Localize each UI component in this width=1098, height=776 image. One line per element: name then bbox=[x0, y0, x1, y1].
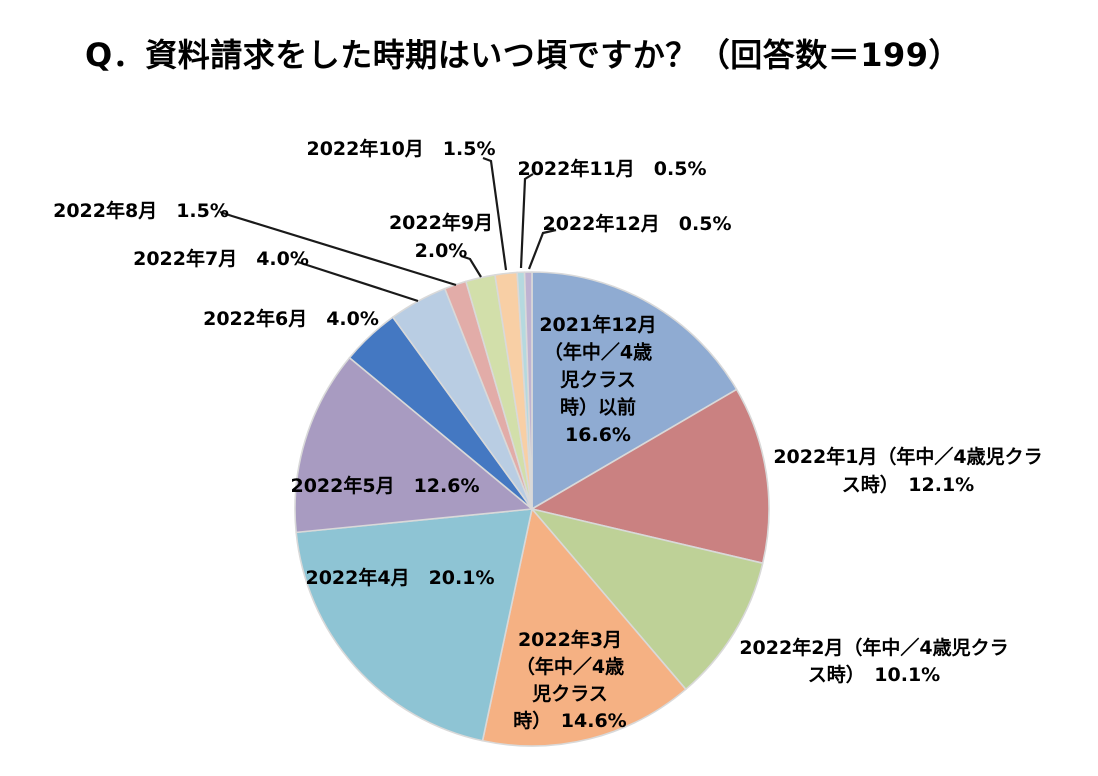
slice-label-9-line-1: 2022年8月 1.5% bbox=[53, 199, 229, 222]
slice-label-8-line-1: 2022年7月 4.0% bbox=[133, 247, 309, 270]
slice-label-1-line-2: （年中／4歳 bbox=[544, 341, 652, 364]
slice-label-3-line-1: 2022年2月（年中／4歳児クラ bbox=[739, 636, 1008, 659]
pie-slice-3 bbox=[531, 508, 764, 691]
slice-label-13-line-1: 2022年12月 0.5% bbox=[542, 212, 731, 235]
pie-slice-13 bbox=[523, 271, 533, 510]
leader-line-12 bbox=[519, 173, 534, 269]
slice-label-4-line-3: 児クラス bbox=[531, 683, 608, 705]
slice-label-3-line-2: ス時） 10.1% bbox=[808, 663, 940, 686]
slice-label-11-line-1: 2022年10月 1.5% bbox=[306, 137, 495, 160]
slice-label-10-line-2: 2.0% bbox=[415, 240, 468, 262]
leader-line-13 bbox=[527, 228, 557, 270]
pie-slice-6 bbox=[294, 356, 533, 534]
pie-slice-5 bbox=[295, 508, 533, 742]
slice-label-4-line-1: 2022年3月 bbox=[518, 628, 622, 651]
slice-label-1-line-5: 16.6% bbox=[565, 424, 631, 446]
pie-slice-2 bbox=[531, 388, 770, 564]
slice-label-2-line-1: 2022年1月（年中／4歳児クラ bbox=[773, 445, 1042, 468]
pie-slice-1 bbox=[531, 271, 738, 510]
chart-title: Q．資料請求をした時期はいつ頃ですか？（回答数＝199） bbox=[85, 36, 962, 74]
slice-label-4-line-4: 時） 14.6% bbox=[513, 709, 626, 732]
leader-line-8 bbox=[297, 260, 419, 303]
slice-label-4-line-2: （年中／4歳 bbox=[516, 655, 624, 678]
slice-label-1-line-3: 児クラス bbox=[559, 369, 636, 391]
slice-label-6-line-1: 2022年5月 12.6% bbox=[290, 474, 479, 497]
slice-label-2-line-2: ス時） 12.1% bbox=[842, 473, 974, 496]
slice-label-1-line-1: 2021年12月 bbox=[539, 313, 656, 336]
slice-label-10-line-1: 2022年9月 bbox=[389, 211, 493, 234]
leader-line-9 bbox=[219, 210, 457, 287]
slice-label-7-line-1: 2022年6月 4.0% bbox=[203, 307, 379, 330]
slice-label-1-line-4: 時）以前 bbox=[560, 396, 636, 419]
slice-label-5-line-1: 2022年4月 20.1% bbox=[305, 566, 494, 589]
leader-line-10 bbox=[460, 254, 482, 278]
leader-line-11 bbox=[482, 156, 508, 271]
pie-slice-4 bbox=[481, 508, 687, 747]
slice-label-12-line-1: 2022年11月 0.5% bbox=[517, 157, 706, 180]
